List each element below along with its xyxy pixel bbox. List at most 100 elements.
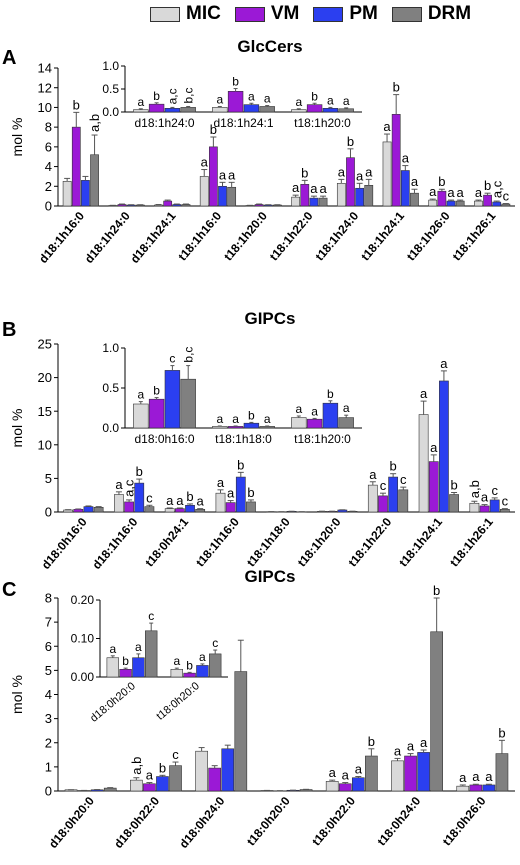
significance-label: b (248, 408, 255, 422)
significance-label: b (368, 734, 375, 749)
bar-drm (430, 631, 443, 792)
y-tick-label: 10 (38, 100, 52, 115)
y-tick-label: 0 (45, 505, 52, 520)
significance-label: a (342, 768, 350, 783)
bar-drm (499, 509, 510, 513)
bar-pm (489, 499, 500, 513)
bar-drm (501, 203, 511, 207)
significance-label: b (122, 654, 129, 668)
x-category-label: t18:1h24:1 (358, 209, 407, 264)
significance-label: b (433, 583, 440, 598)
bar-pm (81, 180, 90, 207)
significance-label: a (228, 167, 236, 182)
x-category-label: t18:0h26:0 (440, 794, 489, 849)
bar-pm (322, 108, 339, 113)
significance-label: b (237, 457, 244, 472)
panel-letter-b: B (2, 319, 16, 341)
x-category-label: t18:0h20:0 (244, 794, 293, 849)
x-category-label: t18:1h20:0 (295, 515, 344, 570)
bar-mic (212, 426, 228, 429)
significance-label: b (311, 89, 318, 103)
panel-letter-a: A (2, 47, 16, 69)
x-category-label: d18:0h20:0 (46, 794, 97, 851)
x-category-label: d18:1h16:0 (36, 209, 87, 266)
x-category-label: t18:1h22:0 (267, 209, 316, 264)
significance-label: b,c (181, 87, 195, 103)
y-tick-label: 14 (38, 61, 52, 76)
legend-item-drm: DRM (391, 3, 471, 25)
y-tick-label: 10 (38, 437, 52, 452)
y-tick-label: 7 (45, 615, 52, 630)
significance-label: b (153, 384, 160, 398)
legend-swatch-mic (150, 6, 180, 22)
significance-label: a (394, 743, 402, 758)
significance-label: a (411, 174, 419, 189)
significance-label: b,c (181, 347, 195, 363)
bar-pm (172, 204, 182, 207)
bar-pm (164, 370, 181, 429)
legend: MIC VM PM DRM (150, 3, 471, 25)
significance-label: a (459, 770, 467, 785)
bar-vm (300, 184, 310, 207)
legend-swatch-pm (313, 6, 344, 22)
significance-label: a (356, 168, 364, 183)
bar-drm (338, 108, 354, 113)
y-tick-label: 8 (45, 120, 52, 135)
legend-label-vm: VM (270, 3, 300, 24)
significance-label: a (343, 401, 350, 415)
x-category-label: t18:1h20:0 (294, 116, 351, 130)
significance-label: b (73, 97, 80, 112)
x-category-label: d18:1h24:1 (128, 209, 179, 266)
x-category-label: t18:1h26:0 (404, 209, 453, 264)
significance-label: b (484, 178, 491, 193)
significance-label: b (186, 489, 193, 504)
bar-drm (234, 671, 248, 792)
significance-label: c (212, 636, 218, 650)
bar-drm (209, 653, 222, 678)
y-tick-label: 8 (45, 591, 52, 606)
significance-label: a (402, 151, 410, 166)
y-axis-label: mol % (9, 118, 25, 157)
bar-mic (391, 760, 404, 792)
y-tick-label: 5 (45, 663, 52, 678)
bar-pm (235, 476, 246, 513)
significance-label: b (136, 464, 143, 479)
significance-label: c (380, 478, 387, 493)
bar-mic (154, 204, 163, 207)
bar-drm (410, 192, 419, 207)
bar-mic (170, 668, 183, 678)
x-category-label: d18:0h20:0 (88, 680, 138, 725)
significance-label: b (438, 174, 445, 189)
significance-label: a (311, 404, 318, 418)
bar-pm (337, 509, 348, 513)
bar-mic (133, 403, 149, 429)
bar-drm (365, 755, 378, 792)
bar-drm (495, 753, 509, 792)
bar-mic (291, 417, 307, 429)
y-tick-label: 0.0 (102, 421, 119, 435)
panel-title-b: GIPCs (244, 309, 295, 328)
legend-swatch-drm (391, 6, 422, 22)
significance-label: a (295, 402, 302, 416)
significance-label: b (301, 165, 308, 180)
bar-pm (417, 752, 430, 792)
bar-drm (364, 185, 374, 207)
bar-vm (119, 668, 132, 678)
bar-mic (474, 200, 483, 207)
significance-label: c (146, 490, 153, 505)
bar-vm (227, 91, 244, 113)
bar-vm (479, 505, 490, 513)
significance-label: a (369, 467, 377, 482)
significance-label: a (407, 739, 415, 754)
bar-mic (63, 509, 74, 513)
bar-vm (428, 461, 439, 513)
bar-mic (469, 502, 480, 513)
bar-drm (181, 204, 191, 207)
y-tick-label: 15 (38, 404, 52, 419)
bar-drm (180, 378, 196, 429)
significance-label: a (219, 167, 227, 182)
bar-pm (309, 197, 319, 207)
bar-vm (71, 126, 81, 207)
